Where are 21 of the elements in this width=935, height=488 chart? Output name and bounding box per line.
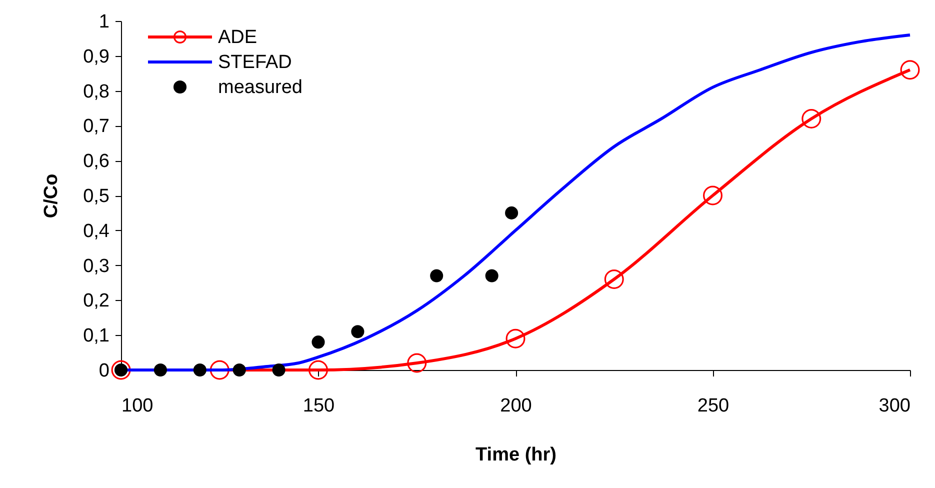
y-tick-label: 0,2 bbox=[83, 290, 110, 312]
x-tick-label: 100 bbox=[122, 396, 154, 416]
y-tick-label: 0,8 bbox=[83, 81, 110, 102]
y-tick-label: 0,5 bbox=[83, 186, 110, 207]
legend-label: ADE bbox=[218, 27, 258, 48]
y-tick-label: 0,4 bbox=[83, 220, 110, 242]
x-tick-label: 200 bbox=[500, 396, 532, 416]
x-tick-label: 250 bbox=[697, 396, 730, 416]
y-tick-label: 0,6 bbox=[83, 151, 110, 172]
y-tick-label: 1 bbox=[98, 12, 110, 32]
x-tick-label: 150 bbox=[302, 396, 335, 416]
y-axis-title: C/Co bbox=[41, 174, 62, 218]
x-tick-label: 300 bbox=[878, 396, 910, 416]
y-tick-label: 0,7 bbox=[83, 116, 110, 138]
legend-label: measured bbox=[218, 77, 302, 98]
y-tick-label: 0,1 bbox=[83, 326, 110, 347]
legend-label: STEFAD bbox=[218, 52, 292, 73]
y-tick-label: 0,3 bbox=[83, 256, 110, 277]
y-tick-label: 0,9 bbox=[83, 46, 110, 68]
x-axis-title: Time (hr) bbox=[476, 444, 556, 466]
y-tick-label: 0 bbox=[98, 360, 110, 382]
